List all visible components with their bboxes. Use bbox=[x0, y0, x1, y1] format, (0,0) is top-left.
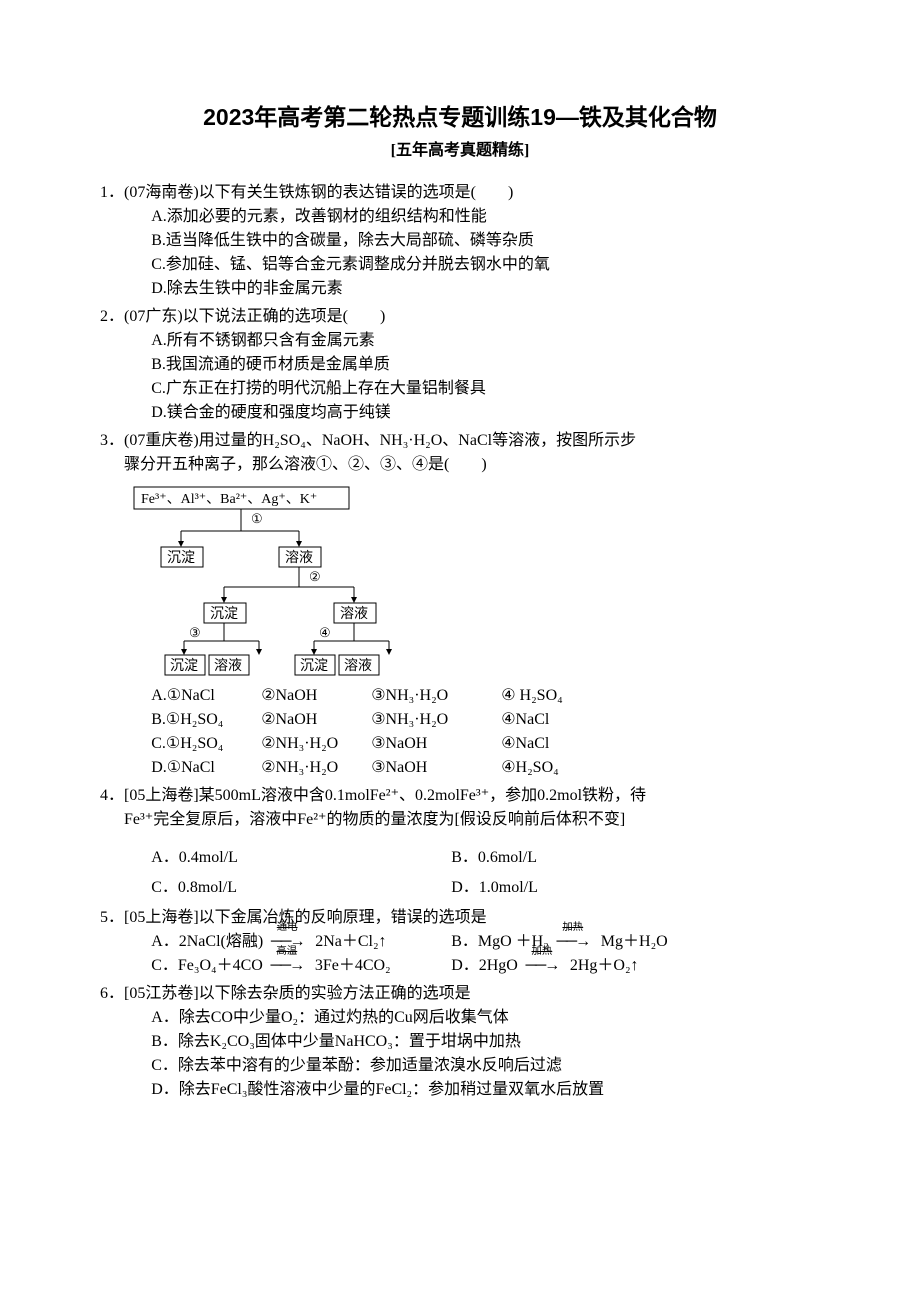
q3-opt-c: C.①H₂SO₄ ②NH₃·H₂O ③NaOH ④NaCl bbox=[100, 732, 820, 756]
question-4: 4．[05上海卷]某500mL溶液中含0.1molFe²⁺、0.2molFe³⁺… bbox=[100, 784, 820, 900]
svg-text:溶液: 溶液 bbox=[344, 658, 372, 674]
svg-text:沉淀: 沉淀 bbox=[170, 658, 198, 674]
q5-stem: 5．[05上海卷]以下金属冶炼的反响原理，错误的选项是 bbox=[100, 906, 820, 930]
question-2: 2．(07广东)以下说法正确的选项是( ) A.所有不锈钢都只含有金属元素 B.… bbox=[100, 305, 820, 425]
q2-opt-d: D.镁合金的硬度和强度均高于纯镁 bbox=[100, 401, 820, 425]
q1-opt-d: D.除去生铁中的非金属元素 bbox=[100, 277, 820, 301]
svg-text:②: ② bbox=[309, 569, 321, 584]
q3-flow-diagram: .bx{fill:#fff;stroke:#000;stroke-width:1… bbox=[129, 483, 820, 678]
q4-opt-d: D．1.0mol/L bbox=[451, 876, 820, 900]
svg-text:溶液: 溶液 bbox=[340, 606, 368, 622]
svg-text:溶液: 溶液 bbox=[214, 658, 242, 674]
page-title: 2023年高考第二轮热点专题训练19—铁及其化合物 bbox=[100, 100, 820, 135]
question-6: 6．[05江苏卷]以下除去杂质的实验方法正确的选项是 A．除去CO中少量O₂：通… bbox=[100, 982, 820, 1102]
q3-opt-a: A.①NaCl ②NaOH ③NH₃·H₂O ④ H₂SO₄ bbox=[100, 684, 820, 708]
q4-stem-2: Fe³⁺完全复原后，溶液中Fe²⁺的物质的量浓度为[假设反响前后体积不变] bbox=[100, 808, 820, 832]
svg-text:沉淀: 沉淀 bbox=[210, 606, 238, 622]
q6-stem: 6．[05江苏卷]以下除去杂质的实验方法正确的选项是 bbox=[100, 982, 820, 1006]
q6-opt-c: C．除去苯中溶有的少量苯酚：参加适量浓溴水反响后过滤 bbox=[100, 1054, 820, 1078]
q5-opt-c: C．Fe₃O₄＋4CO高温──→ 3Fe＋4CO₂ bbox=[151, 954, 451, 978]
svg-text:④: ④ bbox=[319, 625, 331, 640]
page-subtitle: [五年高考真题精练] bbox=[100, 139, 820, 163]
svg-text:溶液: 溶液 bbox=[285, 550, 313, 566]
q1-opt-b: B.适当降低生铁中的含碳量，除去大局部硫、磷等杂质 bbox=[100, 229, 820, 253]
q6-opt-b: B．除去K₂CO₃固体中少量NaHCO₃：置于坩埚中加热 bbox=[100, 1030, 820, 1054]
q4-opt-a: A．0.4mol/L bbox=[151, 846, 451, 870]
q1-opt-a: A.添加必要的元素，改善钢材的组织结构和性能 bbox=[100, 205, 820, 229]
q5-opt-b: B．MgO ＋H₂加热──→ Mg＋H₂O bbox=[451, 930, 820, 954]
svg-text:③: ③ bbox=[189, 625, 201, 640]
q3-opt-b: B.①H₂SO₄ ②NaOH ③NH₃·H₂O ④NaCl bbox=[100, 708, 820, 732]
svg-text:沉淀: 沉淀 bbox=[167, 550, 195, 566]
q1-stem: 1．(07海南卷)以下有关生铁炼钢的表达错误的选项是( ) bbox=[100, 181, 820, 205]
question-5: 5．[05上海卷]以下金属冶炼的反响原理，错误的选项是 A．2NaCl(熔融)通… bbox=[100, 906, 820, 978]
q2-stem: 2．(07广东)以下说法正确的选项是( ) bbox=[100, 305, 820, 329]
q6-opt-a: A．除去CO中少量O₂：通过灼热的Cu网后收集气体 bbox=[100, 1006, 820, 1030]
q2-opt-c: C.广东正在打捞的明代沉船上存在大量铝制餐具 bbox=[100, 377, 820, 401]
q1-opt-c: C.参加硅、锰、铝等合金元素调整成分并脱去钢水中的氧 bbox=[100, 253, 820, 277]
q4-stem-1: 4．[05上海卷]某500mL溶液中含0.1molFe²⁺、0.2molFe³⁺… bbox=[100, 784, 820, 808]
question-1: 1．(07海南卷)以下有关生铁炼钢的表达错误的选项是( ) A.添加必要的元素，… bbox=[100, 181, 820, 301]
q2-opt-b: B.我国流通的硬币材质是金属单质 bbox=[100, 353, 820, 377]
question-3: 3．(07重庆卷)用过量的H₂SO₄、NaOH、NH₃·H₂O、NaCl等溶液，… bbox=[100, 429, 820, 780]
q6-opt-d: D．除去FeCl₃酸性溶液中少量的FeCl₂：参加稍过量双氧水后放置 bbox=[100, 1078, 820, 1102]
q3-stem-1: 3．(07重庆卷)用过量的H₂SO₄、NaOH、NH₃·H₂O、NaCl等溶液，… bbox=[100, 429, 820, 453]
q3-stem-2: 骤分开五种离子，那么溶液①、②、③、④是( ) bbox=[100, 453, 820, 477]
q4-opt-b: B．0.6mol/L bbox=[451, 846, 820, 870]
q4-opt-c: C．0.8mol/L bbox=[151, 876, 451, 900]
q5-opt-d: D．2HgO加热──→ 2Hg＋O₂↑ bbox=[451, 954, 820, 978]
q2-opt-a: A.所有不锈钢都只含有金属元素 bbox=[100, 329, 820, 353]
svg-text:①: ① bbox=[251, 511, 263, 526]
q3-opt-d: D.①NaCl ②NH₃·H₂O ③NaOH ④H₂SO₄ bbox=[100, 756, 820, 780]
svg-text:沉淀: 沉淀 bbox=[300, 658, 328, 674]
diagram-top-ions: Fe³⁺、Al³⁺、Ba²⁺、Ag⁺、K⁺ bbox=[141, 492, 317, 507]
